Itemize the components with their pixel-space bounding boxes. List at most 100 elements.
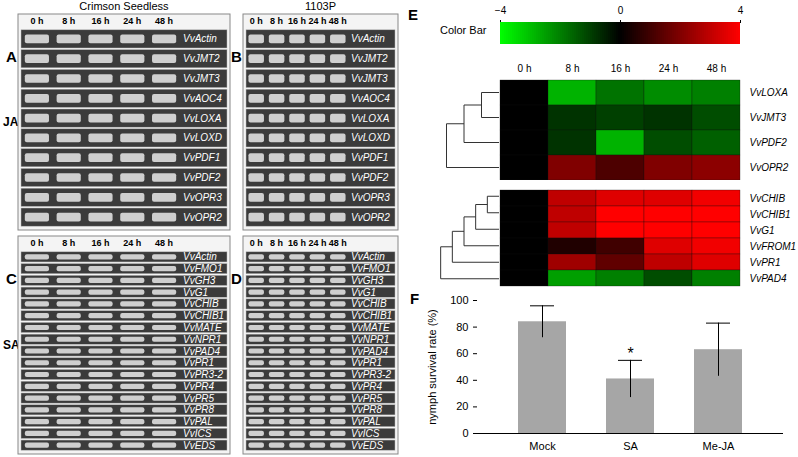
svg-text:0 h: 0 h [30,16,43,26]
svg-text:8 h: 8 h [62,16,75,26]
svg-text:VvPDF1: VvPDF1 [351,152,388,163]
svg-text:16 h: 16 h [288,238,306,248]
svg-text:VvActin: VvActin [183,33,217,44]
svg-text:VvPDF2: VvPDF2 [351,172,389,183]
svg-text:VvPR8: VvPR8 [183,404,215,415]
svg-text:VvPDF1: VvPDF1 [183,152,220,163]
svg-text:VvLOXD: VvLOXD [183,132,222,143]
svg-text:VvOPR3: VvOPR3 [183,192,222,203]
svg-text:0 h: 0 h [30,238,43,248]
svg-text:VvPAD4: VvPAD4 [183,346,220,357]
svg-text:VvPR1: VvPR1 [750,257,781,268]
svg-text:B: B [231,48,242,65]
svg-text:D: D [231,270,242,287]
svg-text:nymph survival rate (%): nymph survival rate (%) [426,309,438,425]
svg-text:VvPAD4: VvPAD4 [750,273,787,284]
svg-text:VvLOXA: VvLOXA [750,87,789,98]
svg-text:16 h: 16 h [611,63,630,74]
svg-text:VvCHIB: VvCHIB [351,298,387,309]
svg-text:20: 20 [456,400,468,412]
svg-text:Me-JA: Me-JA [703,440,735,452]
svg-text:VvJMT2: VvJMT2 [351,53,388,64]
svg-text:SA: SA [3,338,20,352]
svg-text:VvOPR2: VvOPR2 [351,212,390,223]
svg-text:VvJMT3: VvJMT3 [750,112,787,123]
svg-text:60: 60 [456,347,468,359]
svg-text:VvPAD4: VvPAD4 [351,346,388,357]
svg-text:VvCHIB1: VvCHIB1 [750,209,791,220]
svg-text:VvPDF2: VvPDF2 [183,172,221,183]
svg-text:100: 100 [450,294,468,306]
svg-text:16 h: 16 h [91,16,109,26]
svg-text:80: 80 [456,321,468,333]
svg-text:8 h: 8 h [270,238,283,248]
svg-text:VvJMT3: VvJMT3 [351,73,388,84]
svg-text:0: 0 [618,5,624,16]
svg-text:8 h: 8 h [270,16,283,26]
svg-text:VvPR5: VvPR5 [351,393,383,404]
svg-text:VvEDS: VvEDS [351,440,384,451]
svg-text:8 h: 8 h [62,238,75,248]
svg-text:0: 0 [462,427,468,439]
svg-text:VvPR3-2: VvPR3-2 [183,369,223,380]
svg-text:VvNPR1: VvNPR1 [183,334,221,345]
svg-text:24 h: 24 h [308,16,326,26]
svg-text:24 h: 24 h [123,238,141,248]
svg-text:VvLOXA: VvLOXA [183,113,222,124]
svg-text:VvActin: VvActin [351,251,385,262]
svg-text:4: 4 [738,5,744,16]
svg-text:VvGH3: VvGH3 [351,275,384,286]
svg-text:Mock: Mock [529,440,556,452]
svg-text:VvJMT2: VvJMT2 [183,53,220,64]
svg-text:VvPDF2: VvPDF2 [750,137,788,148]
svg-text:C: C [6,270,17,287]
svg-text:VvFMO1: VvFMO1 [351,263,390,274]
svg-text:48 h: 48 h [155,238,173,248]
svg-text:48 h: 48 h [155,16,173,26]
svg-text:8 h: 8 h [566,63,580,74]
svg-text:0 h: 0 h [250,238,263,248]
svg-text:SA: SA [623,440,638,452]
svg-text:VvICS: VvICS [351,428,380,439]
svg-text:48 h: 48 h [329,238,347,248]
svg-text:VvPR3-2: VvPR3-2 [351,369,391,380]
svg-text:48 h: 48 h [707,63,726,74]
svg-text:VvActin: VvActin [351,33,385,44]
svg-text:VvPR5: VvPR5 [183,393,215,404]
svg-text:VvOPR3: VvOPR3 [351,192,390,203]
svg-text:VvCHIB1: VvCHIB1 [183,310,224,321]
svg-text:VvPAL: VvPAL [183,416,213,427]
svg-text:JA: JA [3,115,19,129]
svg-text:VvCHIB1: VvCHIB1 [351,310,392,321]
svg-text:VvPR4: VvPR4 [351,381,383,392]
svg-text:VvJMT3: VvJMT3 [183,73,220,84]
svg-text:24 h: 24 h [659,63,678,74]
svg-text:Crimson Seedless: Crimson Seedless [79,0,169,12]
svg-text:VvLOXA: VvLOXA [351,113,390,124]
svg-text:VvCHIB: VvCHIB [183,298,219,309]
svg-text:VvOPR2: VvOPR2 [750,162,789,173]
svg-text:VvAOC4: VvAOC4 [183,93,222,104]
svg-text:VvPR4: VvPR4 [183,381,215,392]
svg-text:VvOPR2: VvOPR2 [183,212,222,223]
svg-text:24 h: 24 h [123,16,141,26]
svg-text:24 h: 24 h [308,238,326,248]
svg-text:40: 40 [456,374,468,386]
svg-text:0 h: 0 h [250,16,263,26]
svg-text:VvGH3: VvGH3 [183,275,216,286]
svg-text:VvAOC4: VvAOC4 [351,93,390,104]
svg-text:VvFROM1: VvFROM1 [750,241,797,252]
svg-text:*: * [627,345,633,362]
svg-text:VvPR8: VvPR8 [351,404,383,415]
svg-text:VvActin: VvActin [183,251,217,262]
svg-text:VvEDS: VvEDS [183,440,216,451]
svg-text:VvCHIB: VvCHIB [750,193,786,204]
svg-text:VvG1: VvG1 [351,287,376,298]
svg-text:VvG1: VvG1 [750,225,775,236]
svg-text:VvPAL: VvPAL [351,416,381,427]
svg-text:VvNPR1: VvNPR1 [351,334,389,345]
svg-text:−4: −4 [495,5,507,16]
svg-text:0 h: 0 h [518,63,532,74]
svg-text:16 h: 16 h [91,238,109,248]
svg-text:1103P: 1103P [305,0,336,12]
